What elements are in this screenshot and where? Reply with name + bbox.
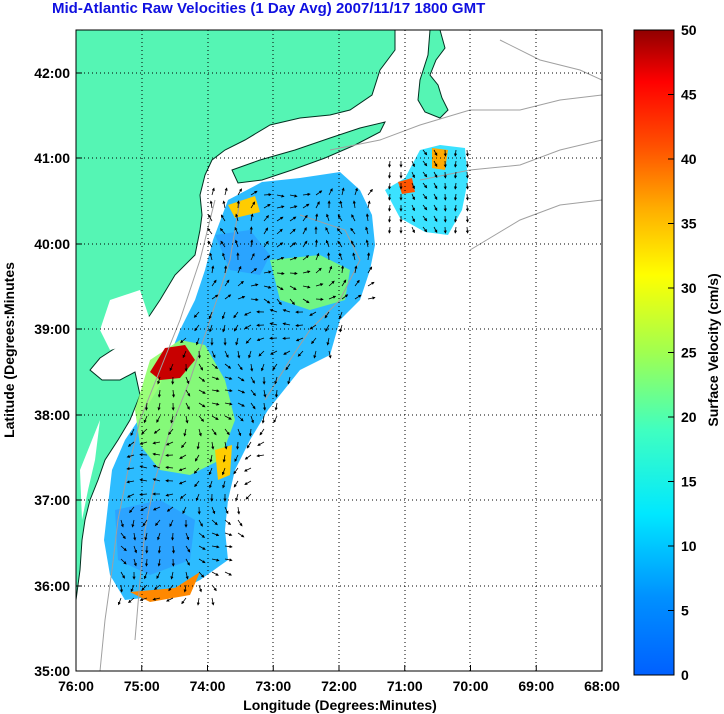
land-mainland: [76, 30, 396, 601]
colorbar-tick-label: 15: [681, 474, 697, 490]
x-tick-label: 75:00: [124, 678, 160, 694]
y-tick-label: 39:00: [34, 321, 70, 337]
x-tick-label: 76:00: [58, 678, 94, 694]
x-tick-label: 70:00: [453, 678, 489, 694]
y-tick-label: 40:00: [34, 236, 70, 252]
colorbar-label: Surface Velocity (cm/s): [705, 273, 721, 426]
velocity-hotspot: [150, 345, 195, 380]
colorbar-tick-label: 10: [681, 538, 697, 554]
colorbar-tick-label: 0: [681, 667, 689, 683]
grid: [76, 30, 602, 671]
colorbar-tick-label: 40: [681, 151, 697, 167]
y-axis-label: Latitude (Degrees:Minutes: [1, 262, 17, 438]
y-tick-label: 36:00: [34, 578, 70, 594]
x-tick-label: 73:00: [255, 678, 291, 694]
velocity-vectors: [117, 149, 469, 606]
colorbar: [633, 29, 675, 676]
x-tick-label: 69:00: [518, 678, 554, 694]
colorbar-tick-label: 45: [681, 87, 697, 103]
colorbar-tick-label: 5: [681, 603, 689, 619]
x-tick-label: 68:00: [584, 678, 620, 694]
x-tick-label: 72:00: [321, 678, 357, 694]
depth-contours: [99, 39, 602, 671]
land-new-england: [395, 30, 449, 119]
y-tick-label: 38:00: [34, 407, 70, 423]
x-tick-label: 71:00: [387, 678, 423, 694]
x-axis-label: Longitude (Degrees:Minutes): [243, 697, 437, 713]
colorbar-tick-label: 25: [681, 345, 697, 361]
land-long-island: [231, 121, 386, 184]
map-title: Mid-Atlantic Raw Velocities (1 Day Avg) …: [52, 0, 486, 17]
colorbar-tick-label: 20: [681, 409, 697, 425]
colorbar-tick-label: 50: [681, 22, 697, 38]
x-tick-label: 74:00: [190, 678, 226, 694]
y-tick-label: 35:00: [34, 663, 70, 679]
velocity-field-ne: [385, 145, 468, 235]
colorbar-tick-label: 35: [681, 216, 697, 232]
y-tick-label: 42:00: [34, 65, 70, 81]
y-tick-label: 41:00: [34, 150, 70, 166]
colorbar-tick-label: 30: [681, 280, 697, 296]
y-tick-label: 37:00: [34, 492, 70, 508]
